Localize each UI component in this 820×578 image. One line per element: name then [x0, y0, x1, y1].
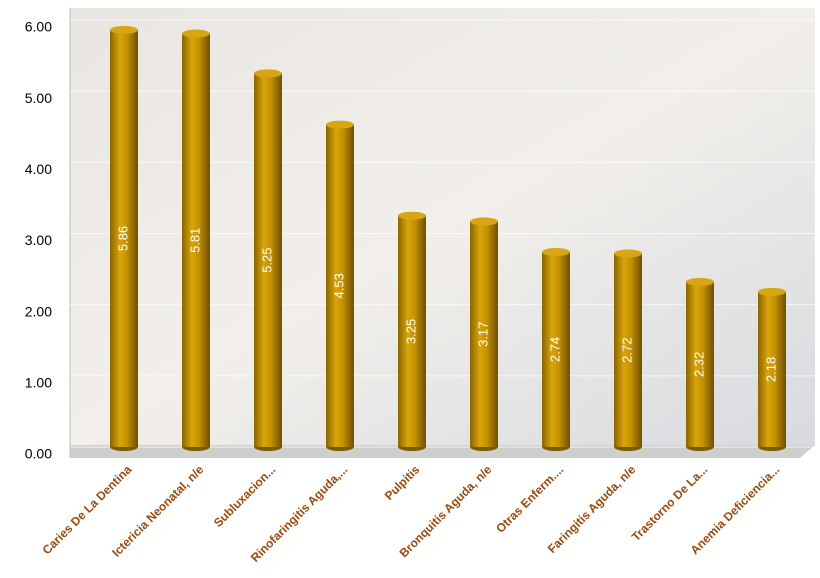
bar-top: [398, 211, 426, 220]
value-label: 3.17: [475, 322, 490, 347]
value-label: 5.81: [187, 228, 202, 253]
bar: [614, 253, 642, 447]
y-tick-label: 6.00: [25, 19, 52, 35]
value-label: 2.72: [619, 338, 634, 363]
y-tick-label: 3.00: [25, 232, 52, 248]
bar: [182, 33, 210, 447]
bar-top: [470, 217, 498, 226]
bar-top: [182, 29, 210, 38]
bar: [326, 124, 354, 448]
bar-top: [614, 249, 642, 258]
value-label: 5.25: [259, 248, 274, 273]
bar-top: [326, 120, 354, 129]
x-tick-label: Subluxacion...: [211, 462, 278, 529]
bar: [542, 252, 570, 447]
bar: [758, 291, 786, 447]
bar-top: [254, 69, 282, 78]
bar: [110, 29, 138, 448]
y-tick-label: 1.00: [25, 375, 52, 391]
value-label: 2.32: [691, 352, 706, 377]
y-tick-label: 2.00: [25, 303, 52, 319]
value-label: 4.53: [331, 273, 346, 298]
y-tick-label: 0.00: [25, 446, 52, 462]
value-label: 5.86: [115, 226, 130, 251]
y-tick-label: 5.00: [25, 90, 52, 106]
bar: [254, 73, 282, 447]
bar: [470, 221, 498, 447]
x-tick-label: Otras Enferm....: [493, 462, 566, 535]
bar-top: [686, 277, 714, 286]
bar-top: [542, 248, 570, 257]
y-tick-label: 4.00: [25, 161, 52, 177]
bar-top: [758, 287, 786, 296]
x-tick-label: Trastorno De La...: [629, 462, 711, 544]
bar: [686, 281, 714, 447]
bar-top: [110, 25, 138, 34]
value-label: 2.74: [547, 337, 562, 362]
x-tick-label: Pulpitis: [382, 462, 423, 503]
value-label: 3.25: [403, 319, 418, 344]
value-label: 2.18: [763, 357, 778, 382]
bar: [398, 215, 426, 447]
